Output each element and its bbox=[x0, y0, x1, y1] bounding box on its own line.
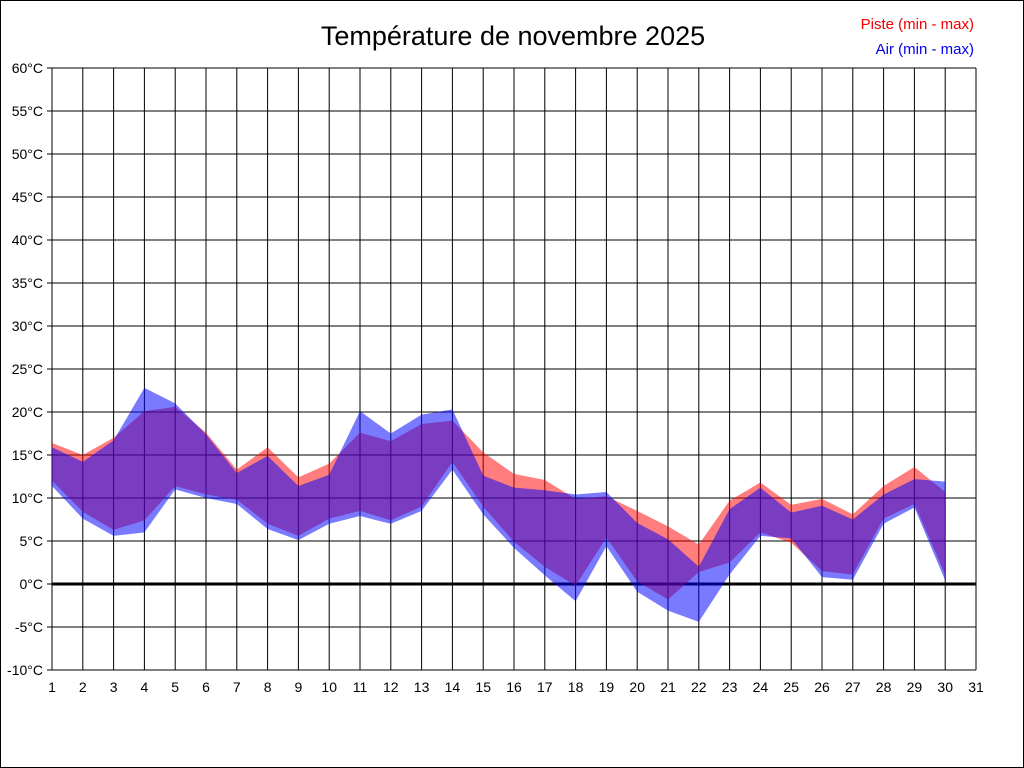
y-tick-label: 60°C bbox=[12, 60, 43, 76]
x-tick-label: 7 bbox=[233, 679, 241, 695]
x-tick-label: 11 bbox=[353, 679, 368, 695]
x-axis-labels: 1 2 3 4 5 6 7 8 9 10 11 12 13 14 15 16 17 18 19 20 21 22 23 24 2… bbox=[48, 679, 984, 695]
chart-title: Température de novembre 2025 bbox=[320, 21, 706, 51]
y-tick-label: 0°C bbox=[20, 576, 44, 592]
legend-piste-label: Piste (min - max) bbox=[860, 16, 974, 33]
x-tick-label: 24 bbox=[753, 679, 769, 695]
x-tick-label: 9 bbox=[295, 679, 303, 695]
x-tick-label: 21 bbox=[660, 679, 676, 695]
x-tick-label: 4 bbox=[141, 679, 149, 695]
x-tick-label: 1 bbox=[48, 679, 56, 695]
grid-lines bbox=[47, 67, 977, 671]
y-tick-label: -10°C bbox=[7, 662, 43, 678]
x-tick-label: 13 bbox=[414, 679, 430, 695]
x-tick-label: 6 bbox=[202, 679, 210, 695]
x-tick-label: 25 bbox=[783, 679, 799, 695]
y-tick-label: 10°C bbox=[12, 490, 43, 506]
x-tick-label: 15 bbox=[475, 679, 491, 695]
legend: Piste (min - max) Air (min - max) bbox=[861, 12, 974, 62]
x-tick-label: 22 bbox=[691, 679, 707, 695]
y-tick-label: 15°C bbox=[12, 447, 43, 463]
x-tick-label: 5 bbox=[171, 679, 179, 695]
x-tick-label: 23 bbox=[722, 679, 738, 695]
x-tick-label: 14 bbox=[445, 679, 461, 695]
x-tick-label: 30 bbox=[937, 679, 953, 695]
y-tick-label: 50°C bbox=[12, 146, 43, 162]
x-tick-label: 26 bbox=[814, 679, 830, 695]
y-tick-label: 40°C bbox=[12, 232, 43, 248]
x-tick-label: 28 bbox=[876, 679, 892, 695]
air-band bbox=[52, 387, 946, 622]
y-tick-label: 20°C bbox=[12, 404, 43, 420]
x-tick-label: 18 bbox=[568, 679, 584, 695]
y-tick-label: 55°C bbox=[12, 103, 43, 119]
x-tick-label: 29 bbox=[907, 679, 923, 695]
x-tick-label: 2 bbox=[79, 679, 87, 695]
y-tick-label: 5°C bbox=[20, 533, 44, 549]
x-tick-label: 8 bbox=[264, 679, 272, 695]
x-tick-label: 27 bbox=[845, 679, 861, 695]
y-tick-label: 45°C bbox=[12, 189, 43, 205]
x-tick-label: 17 bbox=[537, 679, 553, 695]
x-tick-label: 19 bbox=[599, 679, 615, 695]
x-tick-label: 12 bbox=[383, 679, 399, 695]
x-tick-label: 31 bbox=[968, 679, 984, 695]
x-tick-label: 10 bbox=[321, 679, 337, 695]
y-tick-label: -5°C bbox=[15, 619, 43, 635]
y-tick-label: 30°C bbox=[12, 318, 43, 334]
y-axis-labels: 60°C 55°C 50°C 45°C 40°C 35°C 30°C 25°C 20°C 15°C… bbox=[7, 60, 43, 678]
x-tick-label: 20 bbox=[629, 679, 645, 695]
x-tick-label: 3 bbox=[110, 679, 118, 695]
y-tick-label: 35°C bbox=[12, 275, 43, 291]
x-tick-label: 16 bbox=[506, 679, 522, 695]
y-tick-label: 25°C bbox=[12, 361, 43, 377]
legend-air-label: Air (min - max) bbox=[875, 41, 974, 58]
